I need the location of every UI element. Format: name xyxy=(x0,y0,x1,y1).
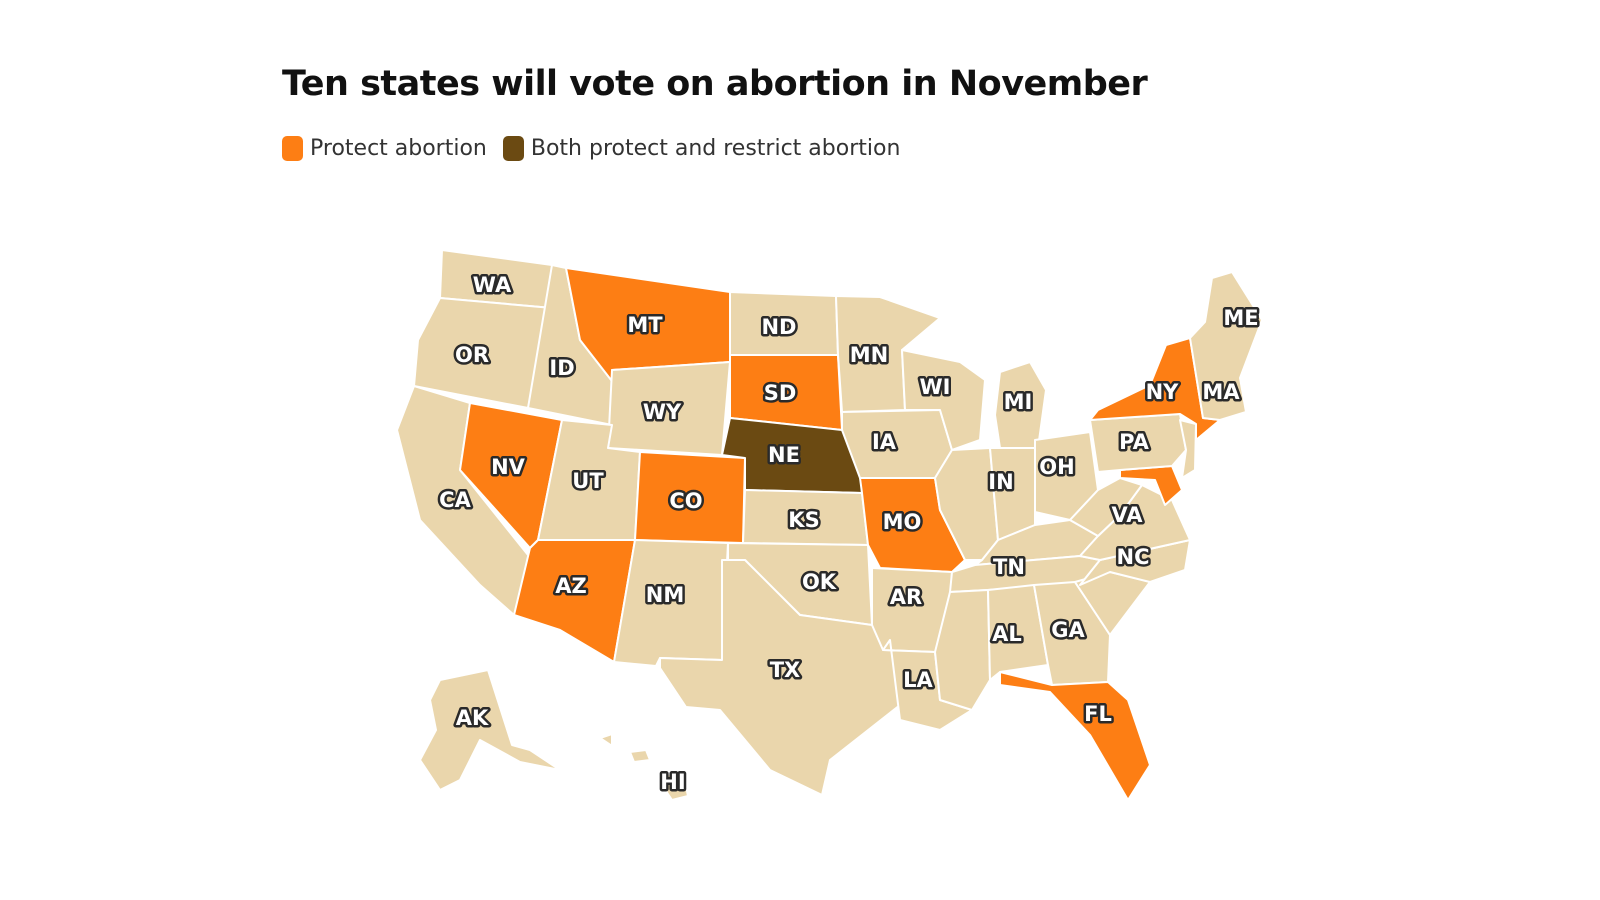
state-WV[interactable] xyxy=(1069,477,1143,537)
state-label-nv: NV xyxy=(491,455,526,479)
state-AL[interactable] xyxy=(987,584,1049,681)
state-label-me: ME xyxy=(1223,306,1258,330)
legend-label-both: Both protect and restrict abortion xyxy=(530,136,901,161)
state-label-pa: PA xyxy=(1119,430,1149,454)
state-label-ne: NE xyxy=(768,443,800,467)
state-label-ut: UT xyxy=(572,469,604,493)
legend-swatch-both xyxy=(502,136,524,161)
legend-item-both: Both protect and restrict abortion xyxy=(502,136,901,161)
state-label-va: VA xyxy=(1111,503,1143,527)
state-label-tx: TX xyxy=(770,658,801,682)
state-label-ma: MA xyxy=(1202,380,1240,404)
legend-item-protect: Protect abortion xyxy=(282,136,487,161)
state-label-mo: MO xyxy=(883,510,922,534)
state-label-oh: OH xyxy=(1039,455,1074,479)
legend: Protect abortion Both protect and restri… xyxy=(282,136,916,161)
state-label-or: OR xyxy=(455,343,489,367)
state-label-wi: WI xyxy=(920,375,951,399)
state-label-ok: OK xyxy=(802,570,837,594)
state-label-nc: NC xyxy=(1117,545,1150,569)
legend-swatch-protect xyxy=(282,136,303,161)
state-label-wa: WA xyxy=(473,273,512,297)
state-label-hi: HI xyxy=(660,770,685,794)
state-label-mn: MN xyxy=(850,343,888,367)
state-label-ca: CA xyxy=(439,488,471,512)
map-title: Ten states will vote on abortion in Nove… xyxy=(282,64,1148,104)
legend-label-protect: Protect abortion xyxy=(310,136,487,161)
state-label-mi: MI xyxy=(1004,390,1033,414)
state-new-england[interactable] xyxy=(1189,271,1263,421)
state-label-az: AZ xyxy=(555,574,586,598)
state-FL[interactable] xyxy=(999,671,1151,801)
state-label-sd: SD xyxy=(764,381,797,405)
state-IA[interactable] xyxy=(841,409,953,479)
state-AK[interactable] xyxy=(419,669,561,791)
state-TX[interactable] xyxy=(659,559,901,796)
state-label-id: ID xyxy=(549,356,574,380)
state-label-ak: AK xyxy=(456,706,489,730)
state-label-wy: WY xyxy=(643,400,682,424)
state-HI[interactable] xyxy=(599,733,689,801)
state-label-la: LA xyxy=(903,668,933,692)
state-label-nm: NM xyxy=(646,583,684,607)
state-label-fl: FL xyxy=(1084,702,1112,726)
state-label-nd: ND xyxy=(761,315,796,339)
state-label-ia: IA xyxy=(872,430,897,454)
state-label-ks: KS xyxy=(788,508,819,532)
state-label-tn: TN xyxy=(993,555,1025,579)
state-label-ga: GA xyxy=(1051,618,1085,642)
state-label-ny: NY xyxy=(1146,380,1180,404)
state-label-al: AL xyxy=(992,622,1022,646)
state-OR[interactable] xyxy=(413,297,553,409)
state-WI[interactable] xyxy=(901,349,986,451)
state-IN[interactable] xyxy=(989,447,1036,541)
state-label-mt: MT xyxy=(627,313,663,337)
state-label-co: CO xyxy=(669,489,702,513)
state-label-in: IN xyxy=(988,470,1013,494)
state-label-ar: AR xyxy=(890,585,922,609)
